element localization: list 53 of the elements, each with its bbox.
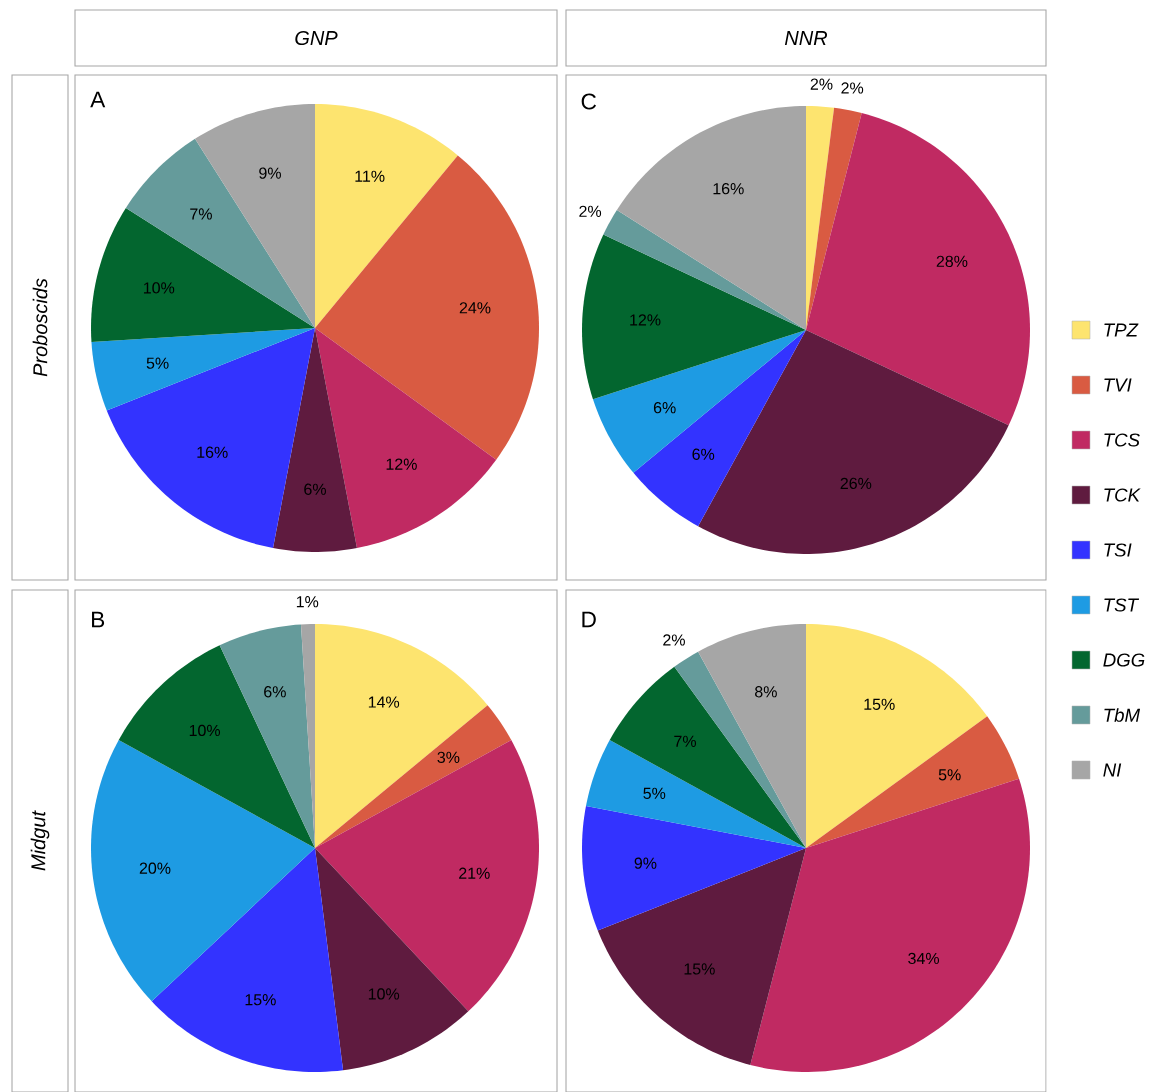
data-label: 34% [908, 952, 940, 965]
text: B [92, 611, 105, 628]
data-label: 3% [437, 751, 460, 763]
legend-label: TCS [1104, 433, 1140, 447]
data-label: 10% [368, 988, 400, 1000]
data-label: 6% [653, 402, 676, 414]
data-label: 15% [684, 963, 715, 975]
data-label: 12% [386, 458, 417, 470]
text: GNP [295, 30, 338, 46]
data-label: 2% [579, 205, 602, 217]
data-label: 7% [674, 735, 697, 747]
data-label: 6% [304, 483, 326, 495]
data-label: 6% [264, 686, 286, 698]
data-label: 12% [630, 314, 661, 326]
legend-label: TST [1104, 598, 1140, 612]
text: C [581, 93, 597, 110]
legend-label: TSI [1104, 543, 1132, 557]
data-label: 28% [936, 255, 968, 267]
data-label: 14% [368, 696, 400, 708]
data-label: 2% [810, 78, 833, 90]
legend-label: TbM [1104, 708, 1141, 722]
data-label: 15% [245, 994, 276, 1006]
data-label: 5% [643, 787, 666, 799]
data-label: 5% [938, 769, 961, 781]
data-label: 6% [692, 448, 715, 460]
data-label: 20% [139, 862, 171, 874]
data-label: 2% [841, 82, 864, 94]
legend-label: TVI [1104, 378, 1132, 392]
legend-label: DGG [1103, 653, 1145, 667]
data-label: 10% [189, 724, 221, 737]
data-label: 16% [713, 183, 744, 195]
data-label: 9% [259, 167, 281, 179]
text: Proboscids [32, 278, 48, 377]
data-label: 26% [840, 477, 872, 490]
data-label: 24% [459, 302, 491, 314]
data-label: 2% [663, 634, 685, 646]
data-label: 7% [190, 208, 212, 220]
data-label: 16% [197, 446, 228, 458]
chart-title: D [582, 611, 596, 628]
text: Midgut [30, 810, 50, 871]
data-label: 10% [143, 282, 175, 294]
data-label: 5% [146, 357, 169, 369]
data-label: 21% [459, 867, 490, 879]
data-label: 1% [296, 596, 319, 608]
data-label: 8% [755, 686, 777, 698]
text: NNR [784, 31, 828, 45]
legend-label: NI [1103, 763, 1122, 777]
legend-label: TPZ [1104, 323, 1139, 337]
data-label: 9% [634, 857, 657, 869]
data-label: 11% [355, 170, 385, 182]
legend-label: TCK [1104, 488, 1141, 502]
data-label: 15% [864, 698, 895, 710]
chart-title: A [90, 91, 106, 108]
